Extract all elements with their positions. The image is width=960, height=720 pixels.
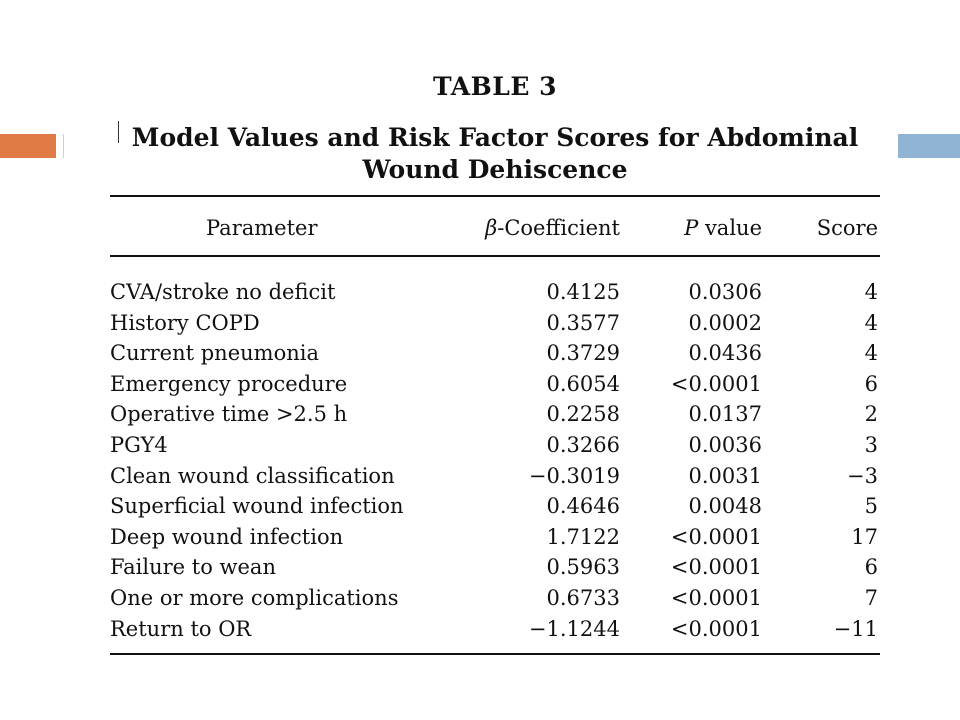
slide-accent-bar-left xyxy=(0,134,56,158)
cell-score: 17 xyxy=(851,524,878,549)
cell-beta-coefficient: 0.3577 xyxy=(546,310,620,335)
table-title-line2: Wound Dehiscence xyxy=(362,155,628,184)
cell-p-value: 0.0031 xyxy=(688,463,762,488)
cell-parameter: Operative time >2.5 h xyxy=(110,402,348,427)
cell-score: 5 xyxy=(864,494,878,519)
cell-beta-coefficient: 0.4646 xyxy=(546,494,620,519)
beta-symbol: β xyxy=(485,216,498,240)
slide-accent-divider xyxy=(63,134,64,158)
cell-beta-coefficient: 0.6054 xyxy=(546,371,620,396)
table-bottom-rule xyxy=(110,653,880,655)
cell-parameter: Emergency procedure xyxy=(110,371,348,396)
cell-beta-coefficient: −1.1244 xyxy=(528,616,620,641)
cell-score: −11 xyxy=(833,616,878,641)
cell-p-value: 0.0036 xyxy=(688,433,762,457)
header-p-value: P value xyxy=(684,216,762,240)
cell-score: 4 xyxy=(864,310,878,335)
table-top-rule xyxy=(110,195,880,197)
cell-p-value: <0.0001 xyxy=(670,616,762,641)
cell-beta-coefficient: 0.3266 xyxy=(546,433,620,457)
cell-parameter: Failure to wean xyxy=(110,555,276,580)
header-beta-coefficient: β-Coefficient xyxy=(485,216,620,240)
cell-beta-coefficient: −0.3019 xyxy=(528,463,620,488)
cell-p-value: 0.0306 xyxy=(688,280,762,304)
cell-parameter: Clean wound classification xyxy=(110,463,395,488)
cell-parameter: Return to OR xyxy=(110,616,252,641)
cell-p-value: <0.0001 xyxy=(670,524,762,549)
beta-label: -Coefficient xyxy=(497,216,620,240)
cell-parameter: One or more complications xyxy=(110,586,399,610)
cell-score: 3 xyxy=(864,433,878,457)
cell-parameter: History COPD xyxy=(110,310,260,335)
cell-p-value: 0.0002 xyxy=(688,310,762,335)
cell-score: 4 xyxy=(864,280,878,304)
header-score: Score xyxy=(816,216,878,240)
cell-score: 7 xyxy=(864,586,878,610)
header-parameter: Parameter xyxy=(206,216,318,240)
table-title-line1: Model Values and Risk Factor Scores for … xyxy=(131,123,859,152)
cell-score: 6 xyxy=(864,371,878,396)
cell-p-value: <0.0001 xyxy=(670,555,762,580)
cell-p-value: <0.0001 xyxy=(670,586,762,610)
cell-beta-coefficient: 0.2258 xyxy=(546,402,620,427)
cell-beta-coefficient: 1.7122 xyxy=(546,524,620,549)
table-header-row: Parameter β-Coefficient P value Score xyxy=(110,216,880,244)
cell-parameter: Deep wound infection xyxy=(110,524,344,549)
table-header-rule xyxy=(110,255,880,257)
table-title: Model Values and Risk Factor Scores for … xyxy=(110,122,880,186)
p-symbol: P xyxy=(684,216,699,240)
cell-beta-coefficient: 0.5963 xyxy=(546,555,620,580)
cell-parameter: Current pneumonia xyxy=(110,341,319,366)
slide-accent-bar-right xyxy=(898,134,960,158)
cell-beta-coefficient: 0.4125 xyxy=(546,280,620,304)
cell-p-value: 0.0048 xyxy=(688,494,762,519)
text-cursor xyxy=(118,121,119,143)
cell-score: 4 xyxy=(864,341,878,366)
cell-beta-coefficient: 0.6733 xyxy=(546,586,620,610)
cell-parameter: PGY4 xyxy=(110,433,168,457)
cell-p-value: <0.0001 xyxy=(670,371,762,396)
table-label: TABLE 3 xyxy=(433,72,557,101)
cell-beta-coefficient: 0.3729 xyxy=(546,341,620,366)
cell-score: −3 xyxy=(847,463,878,488)
cell-p-value: 0.0436 xyxy=(688,341,762,366)
cell-score: 6 xyxy=(864,555,878,580)
cell-parameter: Superficial wound infection xyxy=(110,494,404,519)
p-label: value xyxy=(698,216,762,240)
cell-parameter: CVA/stroke no deficit xyxy=(110,280,336,304)
cell-score: 2 xyxy=(864,402,878,427)
cell-p-value: 0.0137 xyxy=(688,402,762,427)
